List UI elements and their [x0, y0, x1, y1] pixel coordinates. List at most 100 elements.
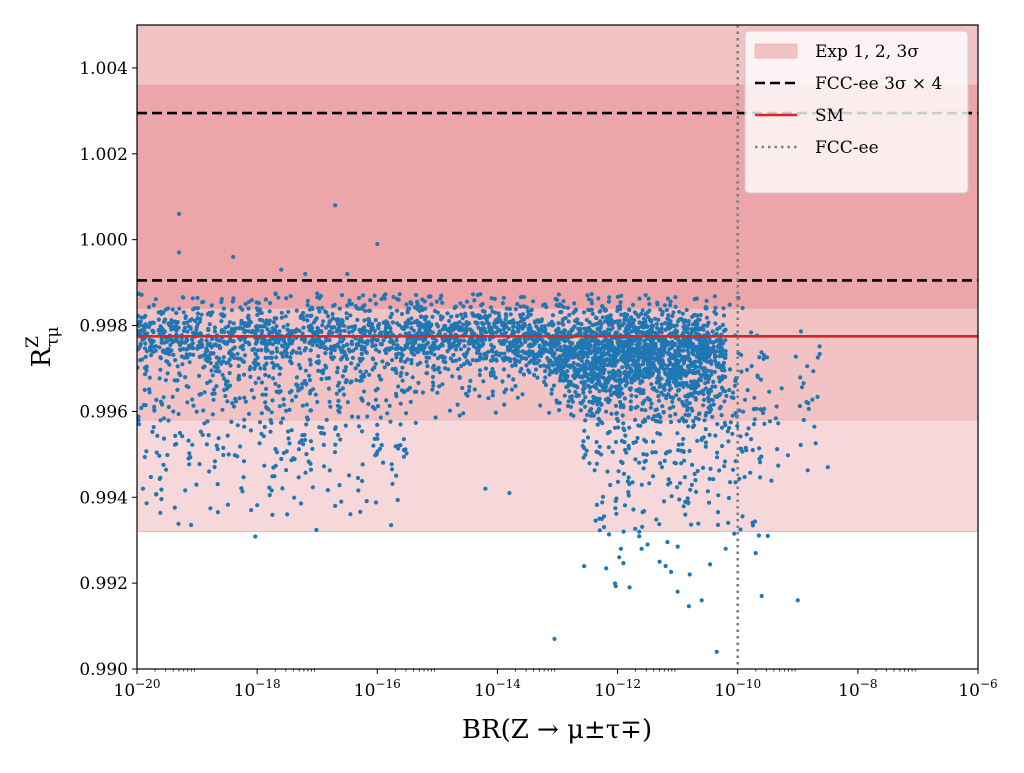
y-tick-label: 0.992 [79, 574, 128, 594]
scatter-point [663, 372, 669, 377]
scatter-point [457, 338, 462, 343]
scatter-point [279, 315, 284, 320]
scatter-point [384, 398, 389, 403]
reference-lines [137, 25, 978, 669]
scatter-point [259, 411, 264, 416]
scatter-point [683, 412, 688, 417]
scatter-point [158, 418, 163, 423]
scatter-point [399, 351, 404, 357]
scatter-point [606, 340, 611, 345]
scatter-point [299, 337, 304, 342]
scatter-point [698, 312, 703, 318]
scatter-point [215, 482, 220, 487]
scatter-point [644, 348, 649, 353]
scatter-point [140, 486, 146, 491]
scatter-point [255, 348, 260, 353]
scatter-point [637, 529, 642, 534]
scatter-point [267, 331, 272, 336]
scatter-point [425, 364, 430, 369]
scatter-point [319, 376, 324, 382]
scatter-point [562, 393, 567, 398]
scatter-point [450, 374, 455, 379]
scatter-point [350, 355, 355, 360]
scatter-point [375, 432, 380, 437]
scatter-point [227, 371, 232, 376]
scatter-point [300, 381, 305, 387]
scatter-point [454, 313, 460, 318]
scatter-point [294, 308, 299, 313]
scatter-point [517, 325, 522, 330]
scatter-point [344, 316, 350, 321]
scatter-point [394, 308, 400, 313]
scatter-point [263, 355, 268, 360]
scatter-point [646, 296, 651, 301]
scatter-point [553, 336, 559, 341]
scatter-point [798, 442, 803, 448]
scatter-point [406, 320, 411, 325]
scatter-point [679, 316, 684, 321]
scatter-point [578, 326, 583, 331]
scatter-point [362, 325, 367, 330]
scatter-point [356, 415, 361, 420]
scatter-point [693, 397, 699, 402]
scatter-point [671, 310, 676, 315]
scatter-point [284, 449, 289, 454]
scatter-point [598, 356, 603, 361]
scatter-point [716, 375, 722, 380]
scatter-point [231, 296, 236, 301]
scatter-point [685, 355, 690, 361]
scatter-point [193, 318, 198, 323]
scatter-point [696, 417, 701, 422]
scatter-point [401, 327, 407, 332]
scatter-point [264, 348, 269, 354]
scatter-point [345, 356, 350, 362]
scatter-point [409, 358, 414, 363]
scatter-point [225, 502, 230, 507]
scatter-point [597, 444, 602, 449]
scatter-point [643, 369, 648, 374]
scatter-point [190, 442, 195, 447]
scatter-point [596, 416, 601, 421]
scatter-point [176, 211, 182, 216]
scatter-point [483, 366, 488, 371]
scatter-point [273, 339, 278, 344]
scatter-point [319, 342, 324, 347]
scatter-point [422, 331, 427, 336]
scatter-point [188, 455, 193, 460]
scatter-point [190, 296, 195, 301]
scatter-point [671, 404, 676, 409]
scatter-point [241, 372, 247, 377]
scatter-point [614, 384, 619, 389]
scatter-point [585, 293, 590, 298]
scatter-point [640, 373, 646, 378]
y-tick-label: 1.002 [79, 145, 128, 165]
scatter-point [268, 429, 273, 434]
scatter-point [274, 450, 279, 455]
scatter-point [626, 363, 631, 368]
scatter-point [298, 366, 303, 371]
scatter-point [606, 445, 611, 450]
scatter-point [362, 308, 368, 313]
scatter-point [226, 452, 231, 457]
scatter-point [447, 345, 452, 350]
scatter-point [607, 322, 612, 327]
scatter-point [405, 310, 410, 315]
scatter-point [390, 320, 395, 325]
scatter-point [398, 373, 403, 378]
scatter-point [297, 440, 302, 445]
scatter-point [709, 340, 714, 345]
scatter-point [443, 366, 448, 371]
scatter-point [372, 365, 377, 370]
scatter-point [702, 418, 707, 423]
scatter-point [604, 315, 609, 320]
scatter-point [296, 475, 301, 480]
scatter-point [304, 402, 309, 407]
scatter-point [493, 319, 498, 324]
scatter-point [712, 369, 717, 374]
scatter-point [288, 355, 293, 360]
scatter-point [327, 399, 332, 404]
scatter-point [181, 310, 186, 315]
scatter-point [742, 397, 748, 402]
scatter-point [386, 362, 391, 367]
scatter-point [501, 367, 507, 372]
